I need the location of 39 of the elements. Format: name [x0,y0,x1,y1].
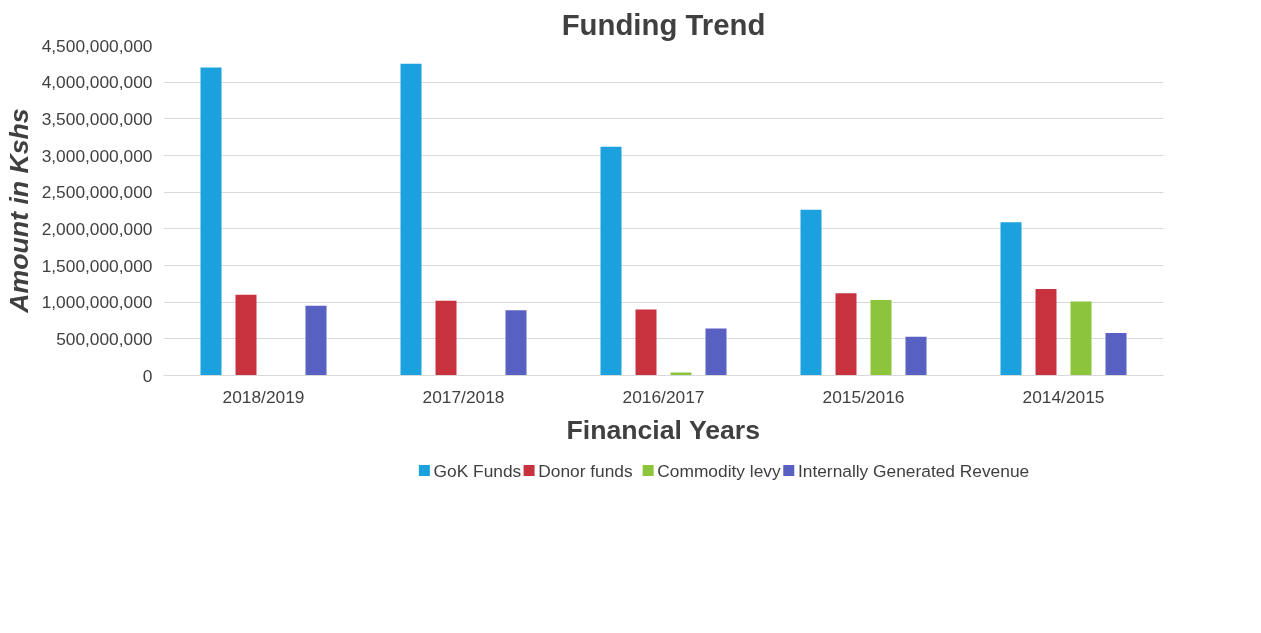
bar [835,293,857,376]
y-tick-label: 2,000,000,000 [41,218,153,239]
bar [870,299,892,376]
legend-label: Donor funds [538,460,633,481]
bar [600,146,622,376]
legend-label: Internally Generated Revenue [797,460,1030,481]
bar [305,305,327,376]
bar [1035,288,1057,376]
x-tick-label: 2018/2019 [222,386,305,407]
bar [200,67,222,376]
legend-label: Commodity levy [657,460,781,481]
bar [705,328,727,376]
x-tick-label: 2014/2015 [1022,386,1105,407]
y-axis-title: Amount in Kshs [3,108,34,314]
bar [1070,301,1092,376]
x-axis-title: Financial Years [566,414,761,445]
y-tick-label: 500,000,000 [56,328,153,349]
x-tick-label: 2015/2016 [822,386,905,407]
legend-label: GoK Funds [433,460,522,481]
y-tick-label: 4,000,000,000 [41,72,153,93]
y-tick-label: 3,500,000,000 [41,108,153,129]
y-tick-label: 3,000,000,000 [41,145,153,166]
bar [1105,332,1127,376]
bar [1000,222,1022,376]
bar [505,310,527,376]
y-tick-label: 1,000,000,000 [41,292,153,313]
x-tick-label: 2016/2017 [622,386,705,407]
chart-title: Funding Trend [561,7,766,41]
y-tick-label: 2,500,000,000 [41,182,153,203]
bar [235,294,257,376]
y-tick-label: 4,500,000,000 [41,35,153,56]
bar [905,336,927,376]
bar [435,300,457,376]
y-tick-label: 0 [142,365,153,386]
bar [635,309,657,376]
y-tick-label: 1,500,000,000 [41,255,153,276]
bar [400,63,422,376]
bar [800,209,822,376]
x-tick-label: 2017/2018 [422,386,505,407]
